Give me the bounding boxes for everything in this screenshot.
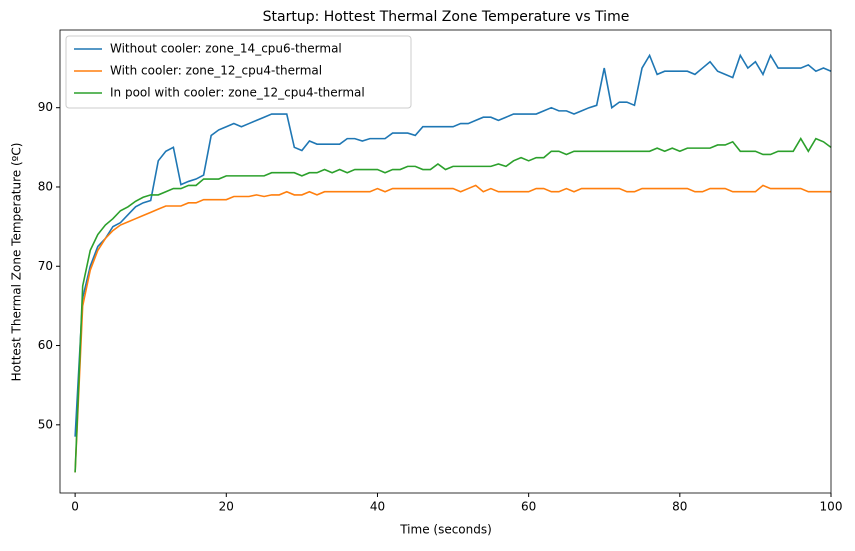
y-tick-label: 60 (38, 338, 53, 352)
x-tick-label: 40 (370, 500, 385, 514)
plot-frame (59, 29, 832, 494)
y-tick-label: 80 (38, 179, 53, 193)
x-tick-label: 20 (219, 500, 234, 514)
y-axis-label: Hottest Thermal Zone Temperature (ºC) (10, 143, 24, 382)
x-tick-label: 100 (820, 500, 843, 514)
y-tick-label: 90 (38, 100, 53, 114)
x-tick-label: 60 (521, 500, 536, 514)
series-line (74, 137, 832, 473)
y-tick-label: 70 (38, 259, 53, 273)
series-line (74, 184, 831, 473)
series-line (74, 53, 832, 437)
legend-label: In pool with cooler: zone_12_cpu4-therma… (110, 86, 365, 100)
chart-title: Startup: Hottest Thermal Zone Temperatur… (263, 9, 630, 25)
x-tick-label: 0 (71, 500, 79, 514)
x-tick-label: 80 (672, 500, 687, 514)
y-tick-label: 50 (38, 417, 53, 431)
legend-label: Without cooler: zone_14_cpu6-thermal (110, 42, 342, 56)
legend-label: With cooler: zone_12_cpu4-thermal (110, 64, 322, 78)
x-axis-label: Time (seconds) (399, 523, 492, 537)
legend-box (65, 35, 412, 109)
